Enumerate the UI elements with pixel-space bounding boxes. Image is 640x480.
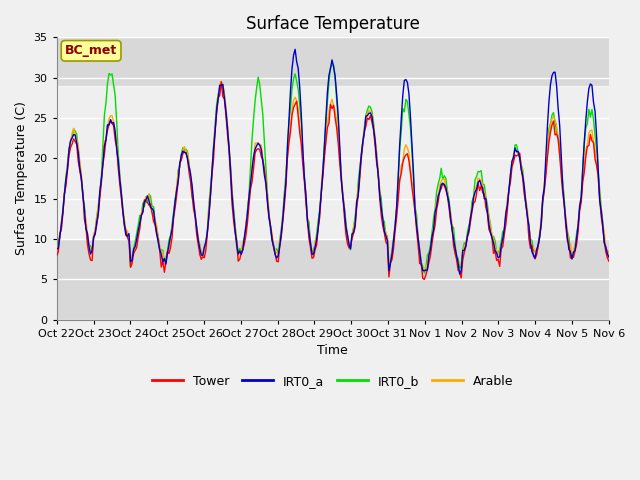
Tower (218, 79, 225, 84)
Tower (237, 250, 245, 255)
IRT0_b (420, 270, 428, 276)
Arable (218, 79, 225, 84)
IRT0_b (294, 86, 302, 92)
Legend: Tower, IRT0_a, IRT0_b, Arable: Tower, IRT0_a, IRT0_b, Arable (147, 370, 519, 393)
IRT0_a (120, 223, 128, 228)
IRT0_b (605, 249, 612, 255)
Line: Arable: Arable (57, 82, 609, 269)
Arable (577, 192, 585, 197)
Line: IRT0_a: IRT0_a (57, 49, 609, 274)
IRT0_b (245, 192, 253, 198)
Arable (219, 83, 227, 89)
Tower (120, 222, 128, 228)
Arable (237, 250, 245, 255)
Tower (53, 253, 61, 259)
IRT0_b (120, 218, 128, 224)
IRT0_b (236, 246, 244, 252)
Arable (419, 266, 427, 272)
X-axis label: Time: Time (317, 344, 348, 357)
Tower (605, 258, 612, 264)
Bar (57, 86, 609, 239)
IRT0_b (53, 242, 61, 248)
IRT0_a (605, 254, 612, 260)
Arable (296, 121, 303, 127)
IRT0_b (218, 83, 225, 89)
Tower (420, 276, 428, 282)
Arable (605, 251, 612, 257)
Title: Surface Temperature: Surface Temperature (246, 15, 420, 33)
IRT0_a (245, 194, 253, 200)
Arable (246, 182, 254, 188)
Y-axis label: Surface Temperature (C): Surface Temperature (C) (15, 102, 28, 255)
IRT0_a (577, 194, 585, 200)
IRT0_a (236, 248, 244, 254)
Tower (219, 94, 227, 99)
IRT0_a (296, 84, 303, 90)
Line: Tower: Tower (57, 82, 609, 279)
Arable (53, 249, 61, 254)
Line: IRT0_b: IRT0_b (57, 65, 609, 273)
IRT0_b (577, 196, 585, 202)
IRT0_a (456, 271, 463, 277)
Arable (120, 218, 128, 224)
Tower (577, 200, 585, 205)
Tower (246, 186, 254, 192)
IRT0_a (218, 83, 225, 88)
IRT0_a (291, 47, 299, 52)
IRT0_b (328, 62, 336, 68)
Text: BC_met: BC_met (65, 44, 117, 57)
Tower (296, 130, 303, 135)
IRT0_a (53, 246, 61, 252)
